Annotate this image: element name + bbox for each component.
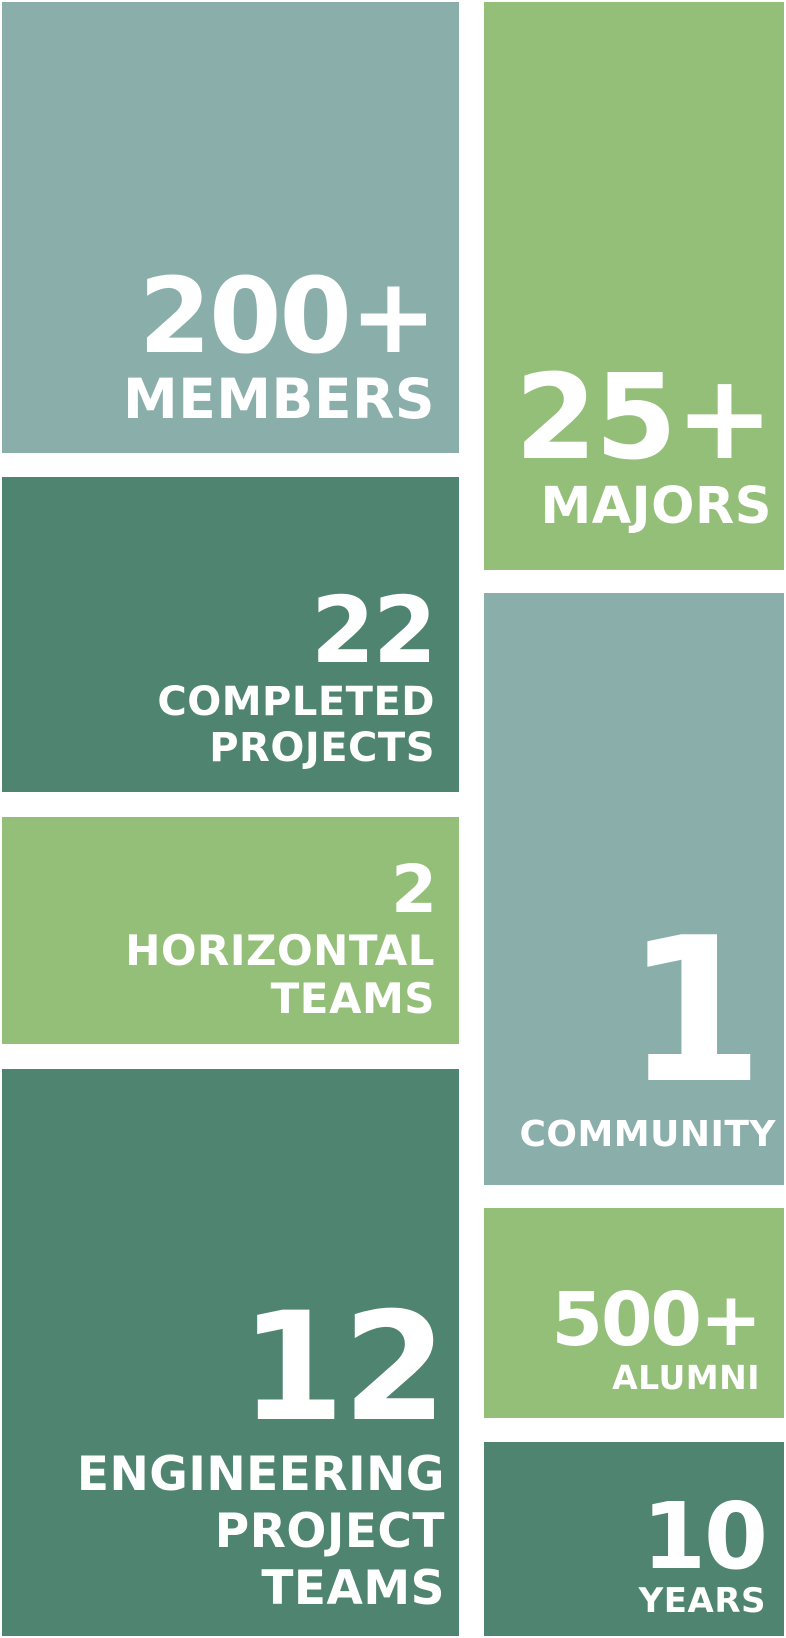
completed-projects-tile: 22 COMPLETED PROJECTS [2, 477, 459, 792]
years-stat: 10 YEARS [638, 1482, 768, 1621]
years-number: 10 [641, 1482, 768, 1590]
alumni-label: ALUMNI [612, 1358, 760, 1397]
majors-stat: 25+ MAJORS [514, 347, 774, 536]
members-number: 200+ [138, 255, 437, 378]
engineering-teams-stat: 12 ENGINEERING PROJECT TEAMS [76, 1280, 447, 1616]
engineering-teams-label-line-1: ENGINEERING [76, 1447, 445, 1502]
majors-label: MAJORS [540, 477, 772, 536]
alumni-stat: 500+ ALUMNI [551, 1276, 762, 1397]
completed-projects-label-line-1: COMPLETED [157, 679, 435, 725]
alumni-number: 500+ [551, 1276, 762, 1363]
majors-tile: 25+ MAJORS [484, 2, 784, 570]
horizontal-teams-stat: 2 HORIZONTAL TEAMS [125, 851, 437, 1023]
horizontal-teams-label-line-2: TEAMS [270, 974, 435, 1023]
members-stat: 200+ MEMBERS [123, 255, 437, 431]
alumni-tile: 500+ ALUMNI [484, 1208, 784, 1418]
horizontal-teams-label-line-1: HORIZONTAL [125, 926, 435, 975]
engineering-teams-number: 12 [240, 1280, 447, 1455]
completed-projects-stat: 22 COMPLETED PROJECTS [157, 576, 437, 771]
engineering-teams-tile: 12 ENGINEERING PROJECT TEAMS [2, 1069, 459, 1636]
community-label: COMMUNITY [519, 1114, 776, 1155]
engineering-teams-label-line-3: TEAMS [261, 1561, 445, 1616]
members-tile: 200+ MEMBERS [2, 2, 459, 453]
majors-number: 25+ [514, 347, 774, 486]
members-label: MEMBERS [123, 367, 435, 431]
completed-projects-label-line-2: PROJECTS [209, 725, 435, 771]
community-number: 1 [624, 895, 764, 1128]
years-label: YEARS [638, 1581, 766, 1621]
horizontal-teams-number: 2 [391, 851, 437, 929]
years-tile: 10 YEARS [484, 1442, 784, 1636]
completed-projects-number: 22 [310, 576, 437, 684]
community-tile: 1 COMMUNITY [484, 593, 784, 1185]
horizontal-teams-tile: 2 HORIZONTAL TEAMS [2, 817, 459, 1044]
community-stat: 1 COMMUNITY [519, 895, 776, 1155]
engineering-teams-label-line-2: PROJECT [214, 1504, 445, 1559]
